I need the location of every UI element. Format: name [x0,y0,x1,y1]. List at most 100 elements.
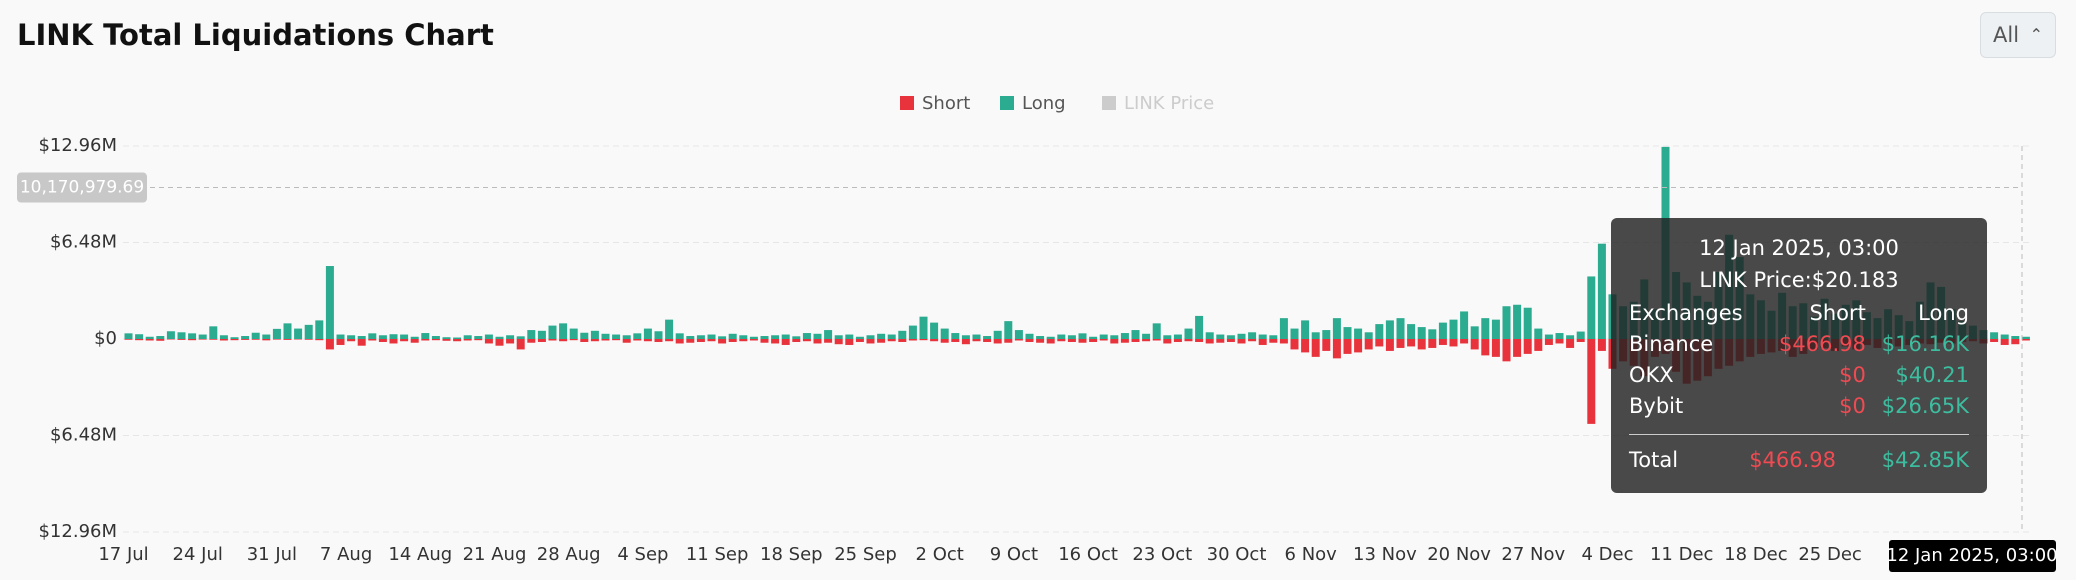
bar [739,339,748,342]
bar [633,339,642,341]
select-arrows: ⌃ [2029,25,2043,44]
bar [1417,327,1426,339]
bar [1523,339,1532,354]
bar [251,339,260,340]
bar [1099,339,1108,341]
bar [421,333,430,339]
bar [1067,335,1076,339]
x-tick-label: 13 Nov [1353,544,1417,565]
bar [1354,328,1363,339]
bar [177,332,186,339]
bar [336,334,345,339]
bar [1258,339,1267,345]
bar [188,339,197,341]
bar [802,333,811,339]
crosshair-y-label: 10,170,979.69 [20,178,144,198]
bar [792,336,801,339]
exchange: OKX [1629,363,1674,387]
x-tick-label: 18 Sep [760,544,823,565]
range-select[interactable]: All ⌃ [1980,12,2056,58]
bar [325,266,334,339]
bar [771,339,780,344]
bar [1576,339,1585,342]
tooltip-price: LINK Price:$20.183 [1699,268,1899,292]
bar [357,339,366,346]
bar [1990,332,1999,339]
bar [241,339,250,340]
bar [198,339,207,340]
bar [1078,333,1087,339]
bar [1248,332,1257,339]
bar [643,328,652,339]
x-tick-label: 7 Aug [320,544,372,565]
bar [1576,331,1585,339]
bar [537,339,546,342]
x-tick-label: 11 Dec [1650,544,1713,565]
bar [325,339,334,350]
bar [283,323,292,339]
bar [1428,339,1437,348]
bar [718,339,727,344]
bar [442,337,451,339]
bar [781,339,790,345]
bar [1014,339,1023,341]
bar [1587,276,1596,339]
bar [368,339,377,341]
bar [1014,330,1023,339]
bar [569,328,578,339]
x-tick-label: 18 Dec [1724,544,1787,565]
bar [877,333,886,339]
x-tick-label: 11 Sep [686,544,749,565]
bar [1004,339,1013,343]
bar [1195,339,1204,342]
bar [1036,339,1045,343]
bar [1544,334,1553,339]
long-amount: $40.21 [1895,363,1969,387]
bar [410,336,419,339]
bar [453,339,462,342]
bar [304,339,313,340]
bar [1449,339,1458,347]
bar [251,332,260,339]
bar [1110,335,1119,339]
crosshair-x-label: 12 Jan 2025, 03:00 [1886,545,2057,566]
bar [1216,339,1225,343]
bar [1173,334,1182,339]
bar [940,339,949,343]
bar [1110,339,1119,344]
bar [1301,339,1310,353]
x-tick-label: 6 Nov [1285,544,1338,565]
bar [1311,332,1320,339]
bar [1470,339,1479,350]
bar [1990,339,1999,342]
y-tick-label: $12.96M [38,135,117,156]
y-tick-label: $6.48M [50,425,117,446]
crosshair-x-box [1889,540,2056,572]
bar [1385,339,1394,351]
bar [1067,339,1076,342]
bar [2000,334,2009,339]
bar [1184,328,1193,339]
bar [951,339,960,342]
bar [1004,321,1013,339]
bar [1555,339,1564,344]
bar [961,339,970,345]
bar [675,333,684,339]
bar [1120,339,1129,343]
x-tick-label: 17 Jul [98,544,148,565]
y-tick-label: $6.48M [50,232,117,253]
total-label: Total [1629,448,1679,472]
bar [1481,339,1490,356]
bar [1332,339,1341,359]
bar [272,328,281,339]
bar [389,334,398,339]
bar [1057,339,1066,342]
bar [294,328,303,339]
bar [2021,336,2030,339]
bar [559,323,568,339]
bar [516,339,525,350]
bar [1036,336,1045,339]
bar [357,336,366,339]
bar [590,339,599,342]
bar [400,339,409,342]
